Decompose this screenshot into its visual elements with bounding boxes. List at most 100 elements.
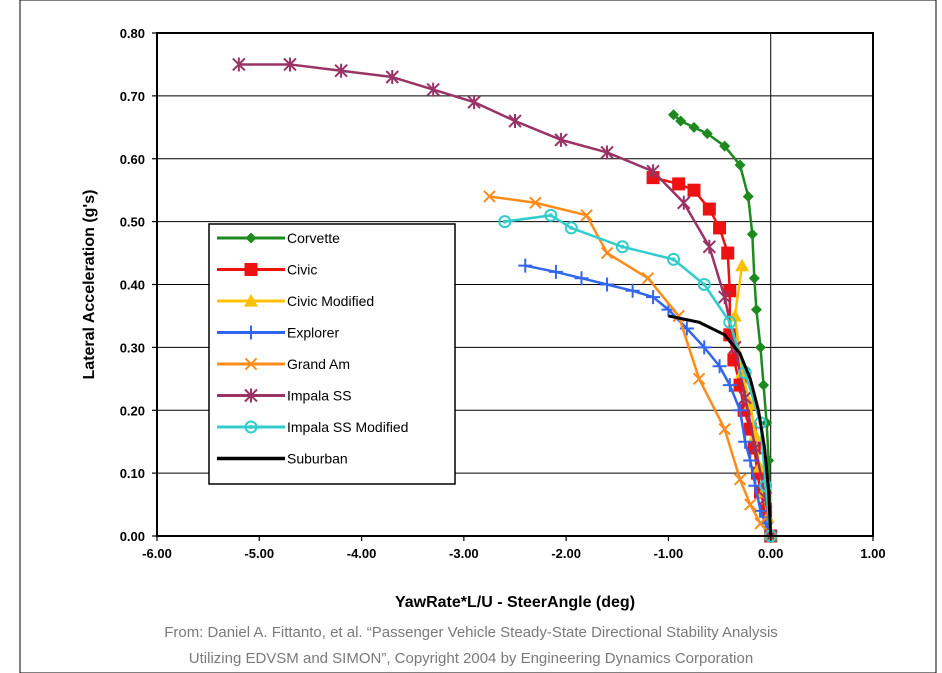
series-suburban [668, 314, 773, 537]
legend-label: Civic [287, 262, 317, 278]
x-tick-label: -5.00 [244, 546, 274, 561]
y-tick-label: 0.50 [120, 215, 145, 230]
point-civic [721, 246, 735, 260]
point-corvette [754, 341, 766, 353]
point-grand-am [580, 209, 593, 222]
point-grand-am [744, 498, 757, 511]
point-explorer [625, 283, 640, 298]
legend-label: Grand Am [287, 356, 350, 372]
point-impala-ss [508, 114, 522, 129]
legend-label: Suburban [287, 451, 348, 467]
point-grand-am [754, 517, 767, 530]
series-corvette [668, 109, 777, 542]
legend-label: Impala SS Modified [287, 419, 408, 435]
point-corvette [750, 304, 762, 316]
point-corvette [742, 190, 754, 202]
point-explorer [646, 290, 661, 305]
point-explorer [743, 453, 758, 468]
point-impala-ss [232, 57, 246, 72]
caption-line-1: From: Daniel A. Fittanto, et al. “Passen… [164, 624, 778, 641]
y-tick-label: 0.60 [120, 152, 145, 167]
x-tick-label: -4.00 [347, 546, 377, 561]
point-explorer [722, 378, 737, 393]
series-line-suburban [668, 314, 773, 537]
point-impala-ss-modified-core [569, 225, 574, 230]
legend-marker [244, 388, 258, 403]
point-civic [713, 221, 727, 235]
point-impala-ss [748, 440, 763, 455]
legend-item-impala-ss: Impala SS [217, 388, 352, 404]
y-tick-label: 0.80 [120, 26, 145, 41]
point-impala-ss [554, 132, 568, 147]
point-impala-ss-modified [697, 278, 711, 291]
x-axis-title: YawRate*L/U - SteerAngle (deg) [395, 594, 635, 611]
point-corvette [734, 159, 746, 171]
point-impala-ss-modified [544, 208, 558, 222]
point-impala-ss [646, 164, 660, 179]
point-impala-ss-modified [759, 479, 773, 493]
point-impala-ss-modified-core [727, 320, 732, 325]
y-tick-label: 0.40 [120, 278, 145, 293]
legend: Corvette Civic Civic Modified Explorer Grand… [208, 223, 456, 485]
legend-item-civic-modified: Civic Modified [217, 293, 374, 309]
legend-marker [244, 420, 258, 434]
series-line-impala-ss-modified [504, 214, 772, 537]
point-impala-ss-modified-core [671, 257, 676, 262]
point-civic [702, 202, 716, 216]
caption-line-2: Utilizing EDVSM and SIMON”, Copyright 20… [188, 650, 754, 667]
point-impala-ss-modified-core [702, 282, 707, 287]
point-corvette [748, 272, 760, 284]
point-impala-ss-modified [723, 315, 737, 329]
point-grand-am [733, 473, 747, 486]
x-tick-label: -2.00 [551, 546, 581, 561]
legend-label: Impala SS [287, 388, 352, 404]
tick-labels: -6.00 -5.00 -4.00 -3.00 -2.00 -1.00 0.00 1.00 0.… [120, 26, 886, 561]
point-explorer [733, 403, 748, 418]
x-tick-label: 1.00 [860, 546, 885, 561]
point-explorer [548, 264, 563, 279]
point-explorer [574, 271, 589, 286]
point-impala-ss [334, 63, 348, 78]
point-explorer [697, 340, 712, 355]
point-civic-modified [727, 308, 742, 322]
point-impala-ss [717, 290, 732, 305]
x-tick-label: -1.00 [654, 546, 684, 561]
legend-item-civic: Civic [217, 262, 317, 278]
point-corvette [701, 128, 713, 140]
legend-item-grand-am: Grand Am [217, 356, 350, 372]
point-impala-ss [738, 390, 752, 405]
y-tick-label: 0.30 [120, 340, 145, 355]
legend-item-corvette: Corvette [217, 230, 340, 246]
point-explorer [518, 258, 533, 273]
point-impala-ss-modified-core [620, 244, 625, 249]
point-impala-ss [426, 82, 440, 97]
point-grand-am [718, 422, 731, 436]
point-explorer [753, 503, 768, 518]
point-impala-ss-modified-core [548, 213, 553, 218]
point-impala-ss-modified [564, 221, 578, 235]
point-corvette [668, 109, 680, 121]
legend-label: Explorer [287, 325, 339, 341]
point-civic-modified [748, 428, 763, 441]
y-tick-label: 0.70 [120, 89, 145, 104]
point-explorer [712, 359, 727, 374]
series-impala-ss [232, 57, 778, 543]
point-impala-ss-modified [667, 252, 681, 266]
point-corvette [758, 379, 770, 391]
point-grand-am [600, 246, 614, 260]
point-civic-modified [735, 258, 750, 272]
point-grand-am [692, 372, 706, 386]
point-impala-ss-modified [498, 215, 512, 229]
point-grand-am [483, 190, 496, 203]
point-impala-ss-modified-core [502, 219, 507, 224]
point-impala-ss-modified [615, 240, 629, 254]
point-civic [687, 183, 701, 197]
point-corvette [746, 228, 758, 240]
point-explorer [600, 277, 615, 292]
point-impala-ss [467, 95, 481, 110]
point-impala-ss [702, 239, 717, 254]
legend-marker-core [249, 425, 253, 429]
series-line-explorer [524, 264, 772, 537]
